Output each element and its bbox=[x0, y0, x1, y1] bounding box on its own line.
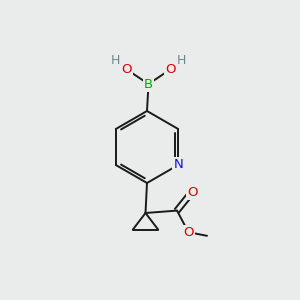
Text: O: O bbox=[122, 63, 132, 76]
Text: H: H bbox=[111, 53, 120, 67]
Text: N: N bbox=[173, 158, 183, 172]
Text: O: O bbox=[165, 63, 175, 76]
Text: B: B bbox=[144, 77, 153, 91]
Text: O: O bbox=[187, 185, 197, 199]
Text: O: O bbox=[183, 226, 194, 239]
Text: H: H bbox=[177, 53, 186, 67]
